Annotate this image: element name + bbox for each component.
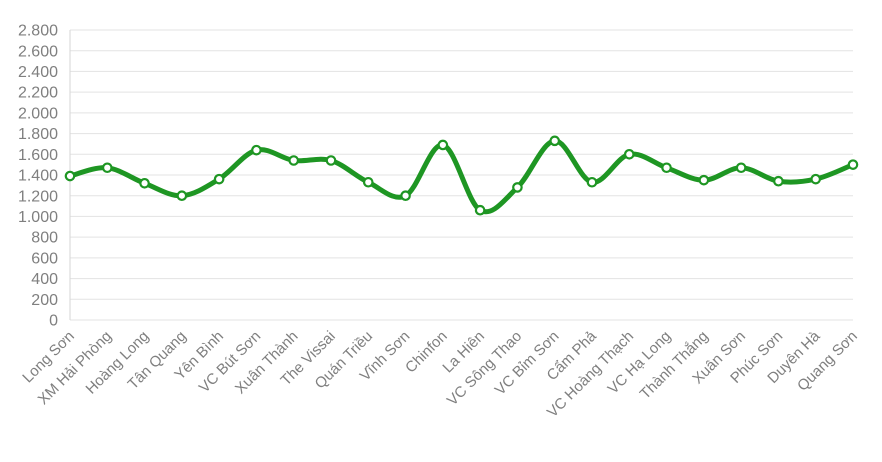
data-point-marker xyxy=(586,176,598,188)
y-tick-label: 400 xyxy=(31,271,58,288)
y-tick-label: 200 xyxy=(31,292,58,309)
data-point-marker xyxy=(251,144,262,156)
data-point-marker xyxy=(213,173,225,185)
gridlines xyxy=(70,29,853,321)
data-point-marker xyxy=(288,155,300,166)
y-tick-label: 2.000 xyxy=(18,105,58,122)
data-point-marker xyxy=(325,155,337,166)
data-point-marker xyxy=(474,204,486,216)
series-line xyxy=(67,138,856,215)
y-tick-label: 600 xyxy=(31,250,58,267)
data-point-marker xyxy=(139,177,150,189)
data-point-marker xyxy=(400,190,411,202)
y-tick-label: 800 xyxy=(31,230,58,247)
y-tick-label: 2.200 xyxy=(18,85,58,102)
data-point-marker xyxy=(101,162,113,174)
y-tick-label: 2.800 xyxy=(18,23,58,40)
data-points xyxy=(64,135,859,216)
data-point-marker xyxy=(362,176,374,188)
data-point-marker xyxy=(773,175,784,187)
data-point-marker xyxy=(512,182,523,193)
y-tick-label: 2.400 xyxy=(18,64,58,81)
data-point-marker xyxy=(661,162,672,174)
y-tick-label: 0 xyxy=(49,313,58,330)
data-point-marker xyxy=(549,135,561,147)
data-point-marker xyxy=(735,162,747,174)
data-point-marker xyxy=(698,174,710,186)
data-point-marker xyxy=(437,139,449,151)
y-tick-label: 1.600 xyxy=(18,147,58,164)
data-point-marker xyxy=(810,173,822,185)
data-point-marker xyxy=(847,159,859,170)
y-tick-label: 1.400 xyxy=(18,168,58,185)
series-path xyxy=(67,138,856,215)
data-point-marker xyxy=(176,190,188,202)
data-point-marker xyxy=(64,170,76,182)
y-tick-label: 1.000 xyxy=(18,209,58,226)
y-tick-label: 2.600 xyxy=(18,43,58,60)
data-point-marker xyxy=(623,148,635,160)
y-axis: 0 200 400 600 800 1.000 1.200 1.400 1.600 1.800 2.… xyxy=(18,23,71,330)
y-tick-label: 1.200 xyxy=(18,188,58,205)
y-tick-label: 1.800 xyxy=(18,126,58,143)
